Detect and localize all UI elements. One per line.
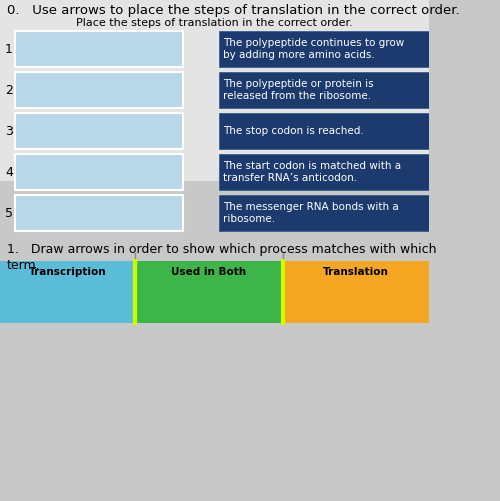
Bar — [16, 72, 182, 108]
Text: The polypeptide or protein is
released from the ribosome.: The polypeptide or protein is released f… — [223, 79, 374, 101]
Text: Place the steps of translation in the correct order.: Place the steps of translation in the co… — [76, 18, 352, 28]
Bar — [218, 113, 428, 149]
Bar — [16, 195, 182, 231]
Bar — [218, 31, 428, 67]
Bar — [218, 72, 428, 108]
Text: Translation: Translation — [323, 267, 388, 277]
Text: 5: 5 — [5, 206, 13, 219]
Text: 0.   Use arrows to place the steps of translation in the correct order.: 0. Use arrows to place the steps of tran… — [7, 4, 460, 17]
Text: The messenger RNA bonds with a
ribosome.: The messenger RNA bonds with a ribosome. — [223, 201, 398, 224]
Text: The polypeptide continues to grow
by adding more amino acids.: The polypeptide continues to grow by add… — [223, 38, 404, 61]
Bar — [218, 154, 428, 190]
Text: 4: 4 — [5, 165, 13, 178]
Bar — [0, 0, 428, 181]
Text: 1: 1 — [5, 43, 13, 56]
Text: Transcription: Transcription — [28, 267, 106, 277]
Bar — [135, 283, 283, 323]
Text: 2: 2 — [5, 84, 13, 97]
Text: 3: 3 — [5, 125, 13, 137]
Bar — [16, 113, 182, 149]
Bar — [0, 283, 135, 323]
Bar — [0, 261, 135, 283]
Bar — [283, 261, 428, 283]
Bar — [16, 154, 182, 190]
Text: 1.   Draw arrows in order to show which process matches with which: 1. Draw arrows in order to show which pr… — [7, 243, 436, 256]
Bar — [218, 195, 428, 231]
Bar — [283, 283, 428, 323]
Text: The start codon is matched with a
transfer RNA’s anticodon.: The start codon is matched with a transf… — [223, 161, 401, 183]
Text: The stop codon is reached.: The stop codon is reached. — [223, 126, 364, 136]
Text: term.: term. — [7, 259, 40, 272]
Bar — [16, 31, 182, 67]
Text: Used in Both: Used in Both — [172, 267, 246, 277]
Bar — [135, 261, 283, 283]
Bar — [0, 0, 428, 181]
